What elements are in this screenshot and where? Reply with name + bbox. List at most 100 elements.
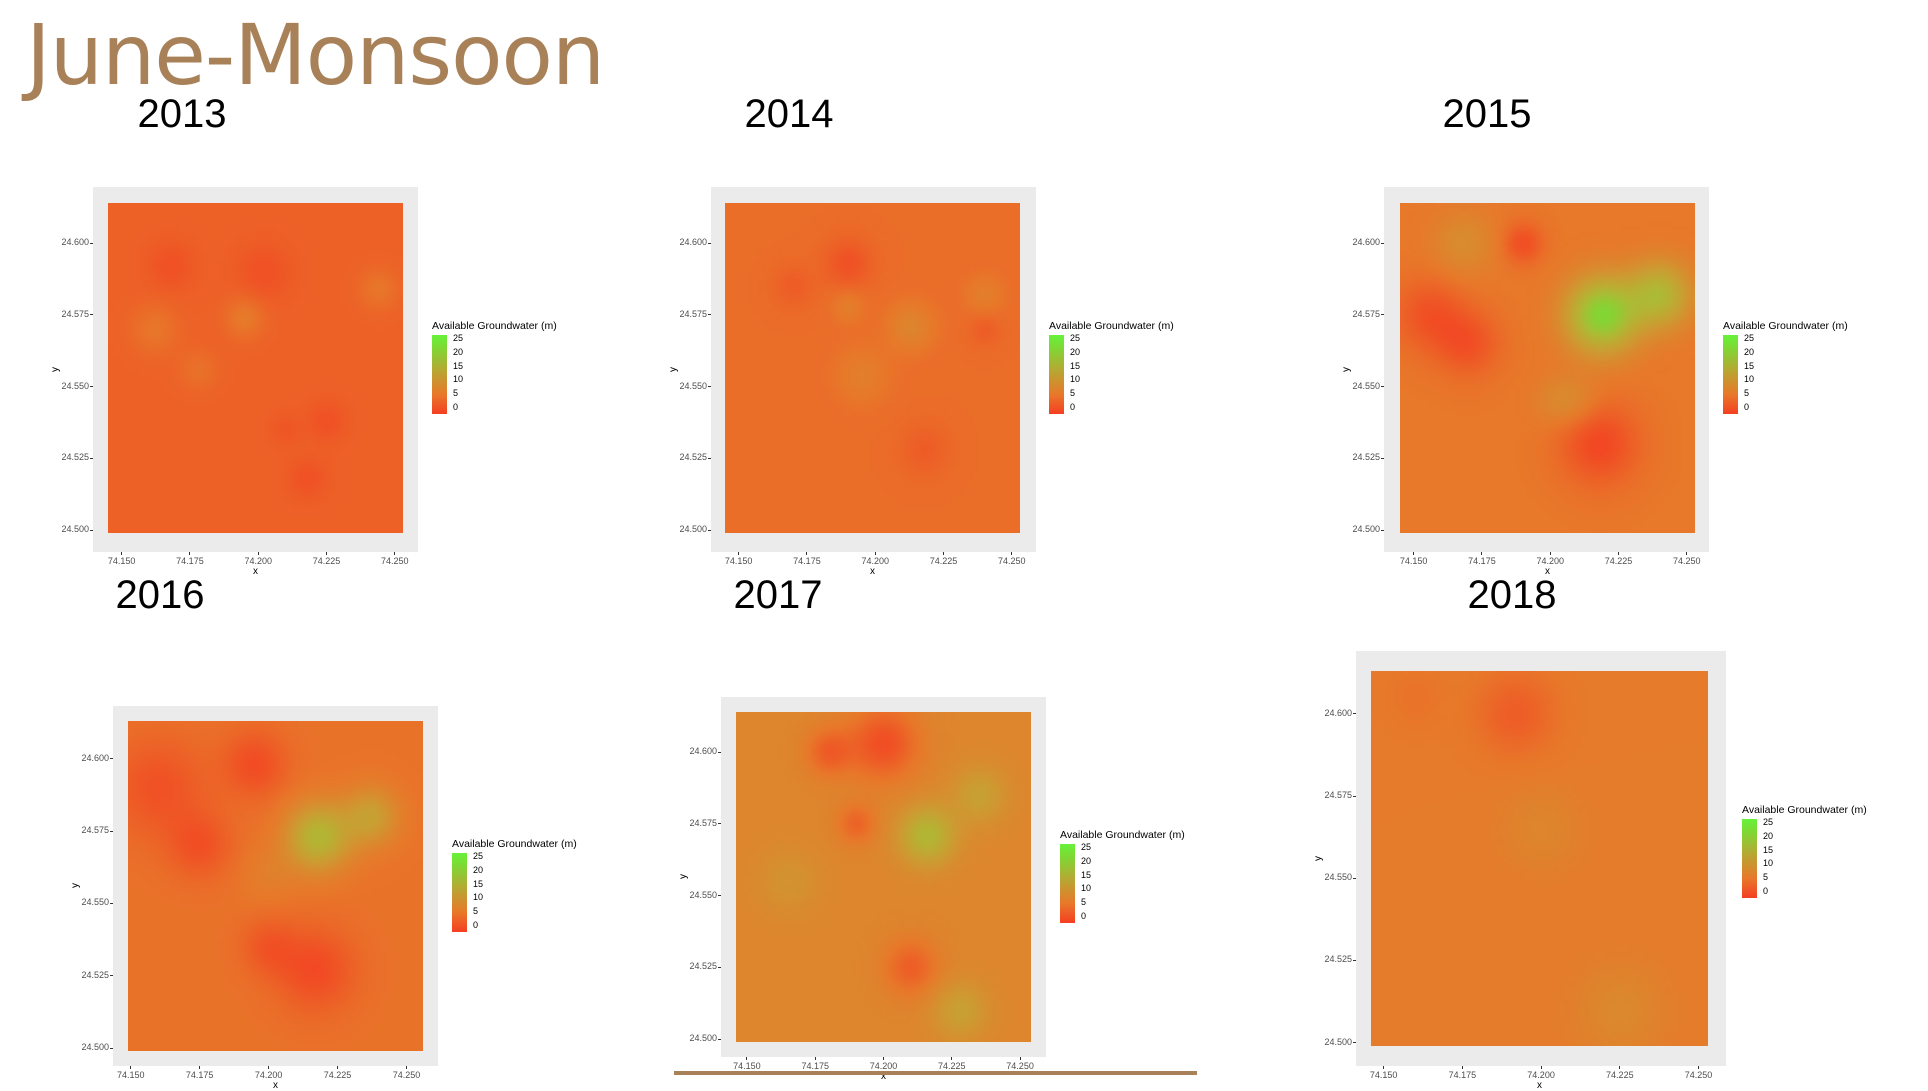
- y-tick-label: 24.550: [679, 380, 707, 391]
- x-tick-mark: [874, 552, 876, 555]
- legend-tick-label: 20: [1070, 346, 1081, 357]
- x-axis-title: x: [881, 1071, 886, 1082]
- legend-tick-label: 20: [473, 864, 484, 875]
- y-tick-label: 24.600: [61, 237, 89, 248]
- y-tick-mark: [90, 242, 93, 244]
- heatmap-raster-0: [108, 203, 403, 533]
- y-axis-title: y: [678, 874, 689, 879]
- legend-tick-label: 0: [1081, 911, 1087, 921]
- x-tick-mark: [121, 552, 123, 555]
- y-tick-mark: [718, 1038, 721, 1040]
- y-tick-label: 24.550: [689, 889, 717, 900]
- y-tick-mark: [110, 830, 113, 832]
- x-tick-label: 74.225: [929, 556, 958, 566]
- legend-tick-label: 25: [1070, 333, 1081, 343]
- legend-tick-label: 0: [473, 920, 479, 930]
- y-tick-mark: [110, 975, 113, 977]
- y-tick-mark: [110, 902, 113, 904]
- y-tick-label: 24.500: [61, 524, 89, 535]
- y-tick-label: 24.550: [1352, 380, 1380, 391]
- x-tick-mark: [1549, 552, 1551, 555]
- y-tick-mark: [1381, 386, 1384, 388]
- x-tick-label: 74.150: [1399, 556, 1428, 566]
- legend-color-bar: [1049, 335, 1064, 414]
- x-tick-label: 74.250: [1006, 1061, 1034, 1071]
- legend-tick-label: 15: [1070, 360, 1081, 371]
- bottom-accent-rule: [674, 1071, 1197, 1075]
- legend-tick-label: 10: [1081, 883, 1092, 894]
- y-tick-mark: [1353, 1042, 1356, 1044]
- y-tick-mark: [708, 314, 711, 316]
- x-tick-label: 74.225: [938, 1061, 966, 1071]
- x-tick-mark: [1461, 1066, 1463, 1069]
- legend-tick-label: 5: [473, 906, 479, 917]
- x-tick-label: 74.225: [1604, 556, 1633, 566]
- y-tick-label: 24.600: [1324, 707, 1352, 718]
- heatmap-raster-1: [725, 203, 1020, 533]
- x-tick-label: 74.150: [724, 556, 753, 566]
- x-tick-label: 74.250: [1684, 1070, 1713, 1080]
- legend-tick-label: 20: [1081, 855, 1092, 866]
- y-tick-mark: [708, 457, 711, 459]
- chart-title-5: 2018: [1467, 573, 1557, 617]
- legend-tick-label: 5: [1763, 872, 1769, 883]
- legend-tick-label: 0: [1763, 886, 1769, 896]
- y-axis-title: y: [70, 883, 81, 888]
- y-tick-label: 24.525: [1352, 452, 1380, 463]
- y-tick-mark: [718, 823, 721, 825]
- y-tick-mark: [90, 457, 93, 459]
- legend-tick-label: 20: [1744, 346, 1755, 357]
- x-tick-mark: [1481, 552, 1483, 555]
- y-tick-mark: [1353, 877, 1356, 879]
- legend-tick-label: 10: [473, 892, 484, 903]
- x-tick-mark: [1619, 1066, 1621, 1069]
- legend-tick-label: 0: [453, 402, 459, 412]
- x-axis-title: x: [273, 1080, 278, 1091]
- legend-1: Available Groundwater (m) 25 20 15 10 5 0: [1049, 320, 1189, 420]
- chart-title-2: 2015: [1442, 92, 1532, 136]
- x-tick-mark: [326, 552, 328, 555]
- y-tick-label: 24.500: [81, 1042, 109, 1053]
- x-tick-mark: [806, 552, 808, 555]
- x-tick-mark: [814, 1057, 816, 1060]
- y-tick-mark: [1353, 795, 1356, 797]
- y-tick-mark: [1381, 314, 1384, 316]
- y-tick-label: 24.525: [689, 961, 717, 972]
- y-tick-mark: [708, 242, 711, 244]
- y-tick-label: 24.575: [81, 825, 109, 835]
- x-tick-mark: [1540, 1066, 1542, 1069]
- legend-color-bar: [1723, 335, 1738, 414]
- legend-color-bar: [1742, 819, 1757, 898]
- y-tick-mark: [1381, 457, 1384, 459]
- legend-tick-label: 15: [1081, 869, 1092, 880]
- x-axis-title: x: [253, 566, 258, 577]
- x-tick-mark: [130, 1066, 132, 1069]
- x-tick-label: 74.250: [392, 1070, 421, 1080]
- x-tick-label: 74.175: [185, 1070, 214, 1080]
- x-tick-label: 74.200: [1527, 1070, 1555, 1080]
- x-tick-label: 74.225: [1606, 1070, 1634, 1080]
- y-tick-label: 24.500: [1352, 524, 1380, 535]
- x-tick-mark: [405, 1066, 407, 1069]
- x-tick-mark: [1618, 552, 1620, 555]
- legend-tick-label: 25: [1744, 333, 1755, 343]
- y-tick-mark: [90, 529, 93, 531]
- legend-title: Available Groundwater (m): [432, 320, 557, 332]
- x-tick-mark: [1019, 1057, 1021, 1060]
- x-tick-label: 74.250: [1673, 556, 1701, 566]
- x-tick-mark: [189, 552, 191, 555]
- x-tick-label: 74.175: [1468, 556, 1496, 566]
- x-axis-title: x: [1545, 566, 1550, 577]
- legend-tick-label: 10: [1763, 858, 1774, 869]
- x-axis-title: x: [870, 566, 875, 577]
- x-tick-label: 74.200: [244, 556, 272, 566]
- x-tick-label: 74.150: [1369, 1070, 1398, 1080]
- legend-0: Available Groundwater (m) 25 20 15 10 5 0: [432, 320, 572, 420]
- x-tick-mark: [337, 1066, 339, 1069]
- legend-tick-label: 25: [1763, 817, 1774, 827]
- y-tick-mark: [718, 751, 721, 753]
- chart-title-4: 2017: [733, 573, 823, 617]
- chart-title-0: 2013: [137, 92, 227, 136]
- x-tick-mark: [738, 552, 740, 555]
- legend-5: Available Groundwater (m) 25 20 15 10 5 0: [1742, 804, 1882, 904]
